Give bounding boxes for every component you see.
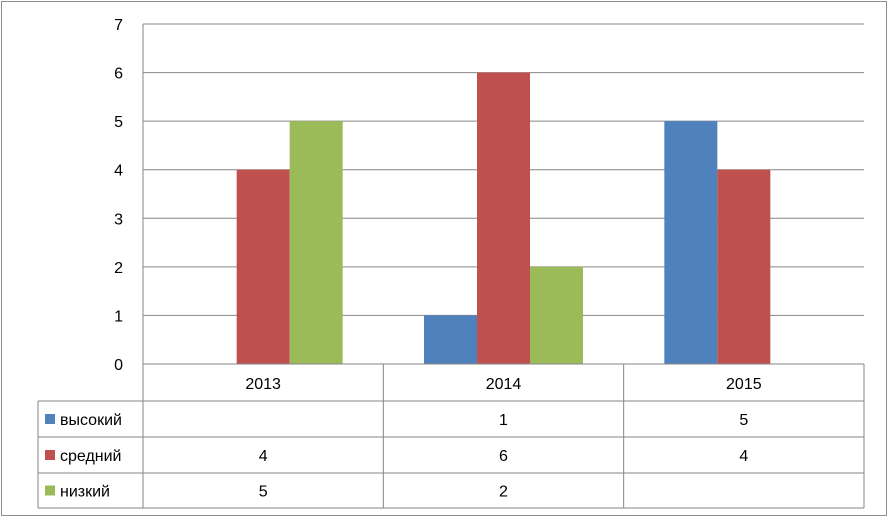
bar bbox=[664, 121, 718, 365]
data-table-cell: 4 bbox=[259, 448, 268, 465]
bar bbox=[477, 72, 530, 365]
y-tick-label: 4 bbox=[114, 163, 123, 180]
y-tick-label: 0 bbox=[114, 357, 123, 374]
data-table-cell: 5 bbox=[739, 412, 748, 429]
legend-label: средний bbox=[60, 448, 122, 465]
y-tick-label: 7 bbox=[114, 17, 123, 34]
bars bbox=[236, 72, 771, 365]
bar bbox=[289, 121, 343, 365]
bar bbox=[530, 266, 583, 364]
data-table-cell: 5 bbox=[259, 484, 268, 501]
y-tick-label: 5 bbox=[114, 114, 123, 131]
data-table-cell: 4 bbox=[739, 448, 748, 465]
x-tick-label: 2014 bbox=[486, 376, 522, 393]
x-tick-label: 2013 bbox=[245, 376, 281, 393]
legend-key bbox=[45, 414, 55, 424]
y-tick-label: 2 bbox=[114, 260, 123, 277]
data-table-cell: 6 bbox=[499, 448, 508, 465]
y-tick-label: 1 bbox=[114, 308, 123, 325]
data-table: 2013 2014 2015 высокий 1 5 средний 4 6 4 низкий 5 2 bbox=[37, 363, 865, 509]
legend-label: низкий bbox=[60, 484, 110, 501]
x-tick-label: 2015 bbox=[726, 376, 762, 393]
data-table-cell: 1 bbox=[499, 412, 508, 429]
legend-label: высокий bbox=[60, 412, 122, 429]
legend-key bbox=[45, 485, 55, 496]
bar bbox=[424, 315, 477, 364]
bar bbox=[236, 169, 290, 364]
bar bbox=[717, 169, 771, 364]
y-axis-tick-labels: 0 1 2 3 4 5 6 7 bbox=[114, 17, 123, 374]
legend-key bbox=[45, 450, 55, 460]
y-tick-label: 6 bbox=[114, 66, 123, 83]
data-table-cell: 2 bbox=[499, 484, 508, 501]
y-tick-label: 3 bbox=[114, 211, 123, 228]
